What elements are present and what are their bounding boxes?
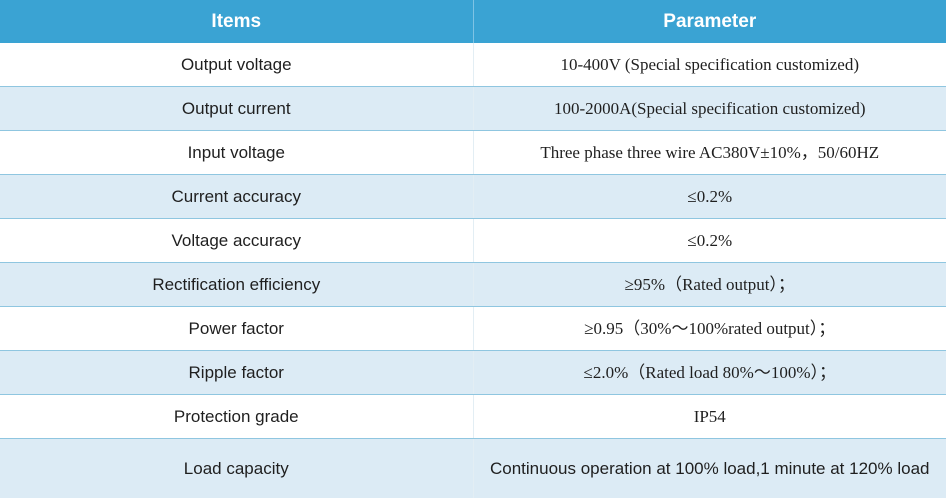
item-cell: Protection grade — [0, 394, 474, 439]
header-row: Items Parameter — [0, 0, 946, 43]
value-cell: ≤2.0%（Rated load 80%～100%）； — [473, 350, 946, 395]
value-cell: ≥0.95（30%～100%rated output）； — [473, 306, 946, 351]
table-row: Power factor ≥0.95（30%～100%rated output）… — [0, 306, 946, 351]
item-cell: Power factor — [0, 306, 474, 351]
table-row: Voltage accuracy ≤0.2% — [0, 218, 946, 263]
table-row: Ripple factor ≤2.0%（Rated load 80%～100%）… — [0, 350, 946, 395]
item-cell: Load capacity — [0, 438, 474, 498]
table-row: Load capacity Continuous operation at 10… — [0, 438, 946, 498]
table-row: Input voltage Three phase three wire AC3… — [0, 130, 946, 175]
header-parameter: Parameter — [473, 0, 946, 43]
item-cell: Ripple factor — [0, 350, 474, 395]
value-cell: 100-2000A(Special specification customiz… — [473, 86, 946, 131]
item-cell: Voltage accuracy — [0, 218, 474, 263]
value-cell: 10-400V (Special specification customize… — [473, 43, 946, 87]
item-cell: Input voltage — [0, 130, 474, 175]
table-row: Protection grade IP54 — [0, 394, 946, 439]
item-cell: Rectification efficiency — [0, 262, 474, 307]
item-cell: Current accuracy — [0, 174, 474, 219]
table-header: Items Parameter — [0, 0, 946, 43]
item-cell: Output current — [0, 86, 474, 131]
header-items: Items — [0, 0, 474, 43]
table-body: Output voltage 10-400V (Special specific… — [0, 43, 946, 498]
value-cell: ≤0.2% — [473, 218, 946, 263]
table-row: Output voltage 10-400V (Special specific… — [0, 43, 946, 87]
table-row: Output current 100-2000A(Special specifi… — [0, 86, 946, 131]
value-cell: Continuous operation at 100% load,1 minu… — [473, 438, 946, 498]
item-cell: Output voltage — [0, 43, 474, 87]
value-cell: IP54 — [473, 394, 946, 439]
table-row: Rectification efficiency ≥95%（Rated outp… — [0, 262, 946, 307]
value-cell: Three phase three wire AC380V±10%，50/60H… — [473, 130, 946, 175]
value-cell: ≥95%（Rated output）； — [473, 262, 946, 307]
value-cell: ≤0.2% — [473, 174, 946, 219]
table-row: Current accuracy ≤0.2% — [0, 174, 946, 219]
